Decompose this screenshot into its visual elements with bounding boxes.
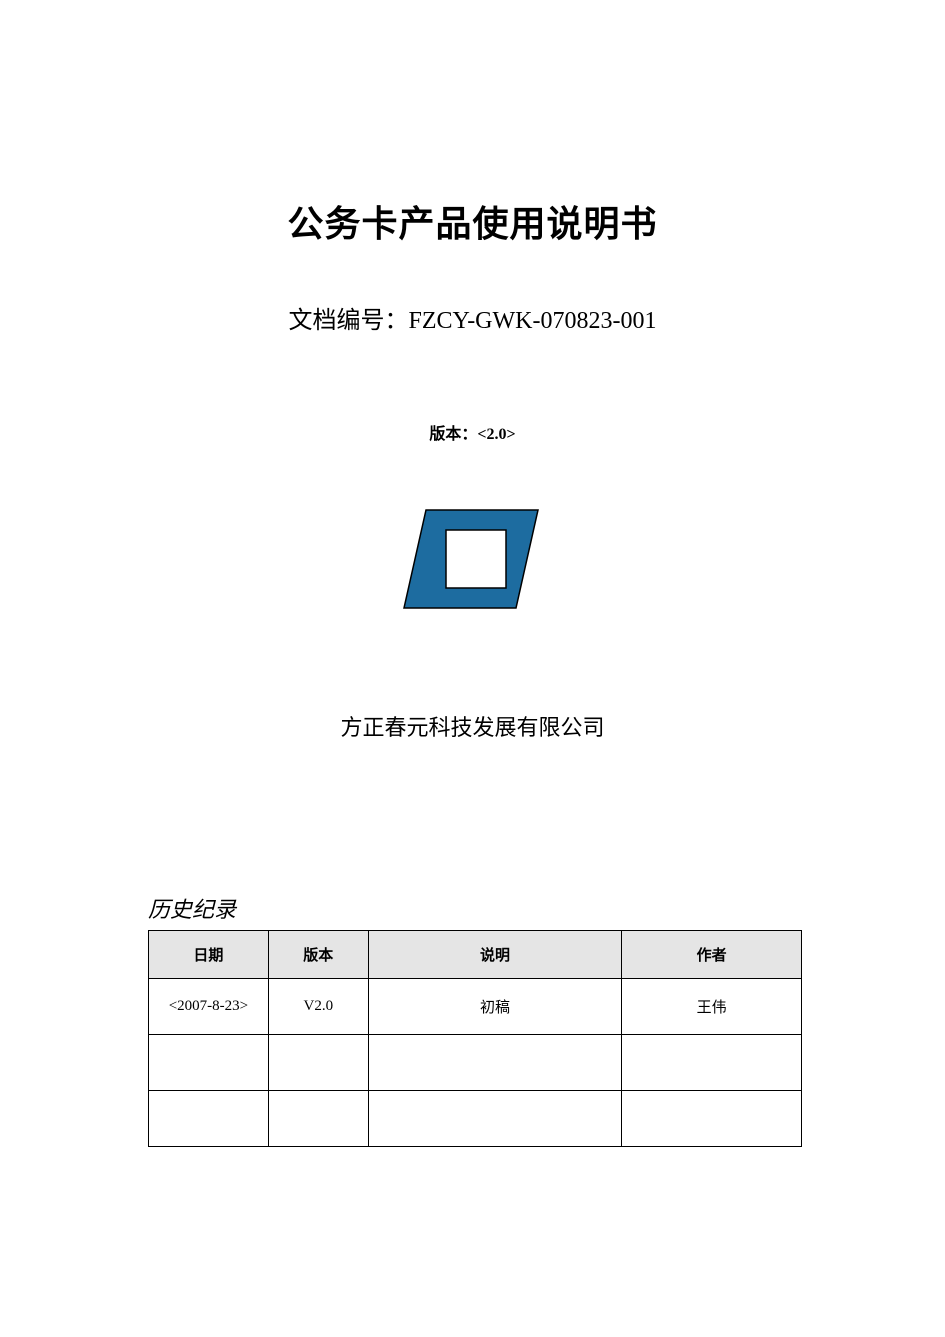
history-table: 日期 版本 说明 作者 <2007-8-23> V2.0 初稿 王伟 (148, 930, 802, 1147)
doc-number-value: FZCY-GWK-070823-001 (409, 308, 657, 334)
cell-description: 初稿 (368, 979, 622, 1035)
col-header-version: 版本 (268, 931, 368, 979)
table-row (149, 1091, 802, 1147)
cell-author: 王伟 (622, 979, 802, 1035)
cell-version: V2.0 (268, 979, 368, 1035)
table-row (149, 1035, 802, 1091)
company-name: 方正春元科技发展有限公司 (0, 710, 945, 742)
cell-version (268, 1091, 368, 1147)
document-number: 文档编号：FZCY-GWK-070823-001 (0, 300, 945, 335)
col-header-description: 说明 (368, 931, 622, 979)
document-title: 公务卡产品使用说明书 (0, 195, 945, 247)
cell-description (368, 1091, 622, 1147)
cell-description (368, 1035, 622, 1091)
company-logo-icon (398, 500, 548, 620)
cell-date: <2007-8-23> (149, 979, 269, 1035)
version-line: 版本：<2.0> (0, 420, 945, 444)
version-label: 版本： (429, 426, 477, 443)
cell-version (268, 1035, 368, 1091)
table-header-row: 日期 版本 说明 作者 (149, 931, 802, 979)
version-value: <2.0> (477, 426, 515, 443)
history-section-title: 历史纪录 (148, 892, 236, 924)
document-page: 公务卡产品使用说明书 文档编号：FZCY-GWK-070823-001 版本：<… (0, 0, 945, 1337)
cell-author (622, 1035, 802, 1091)
cell-date (149, 1035, 269, 1091)
cell-author (622, 1091, 802, 1147)
logo-container (0, 500, 945, 620)
col-header-date: 日期 (149, 931, 269, 979)
doc-number-label: 文档编号： (289, 308, 409, 334)
cell-date (149, 1091, 269, 1147)
col-header-author: 作者 (622, 931, 802, 979)
table-row: <2007-8-23> V2.0 初稿 王伟 (149, 979, 802, 1035)
